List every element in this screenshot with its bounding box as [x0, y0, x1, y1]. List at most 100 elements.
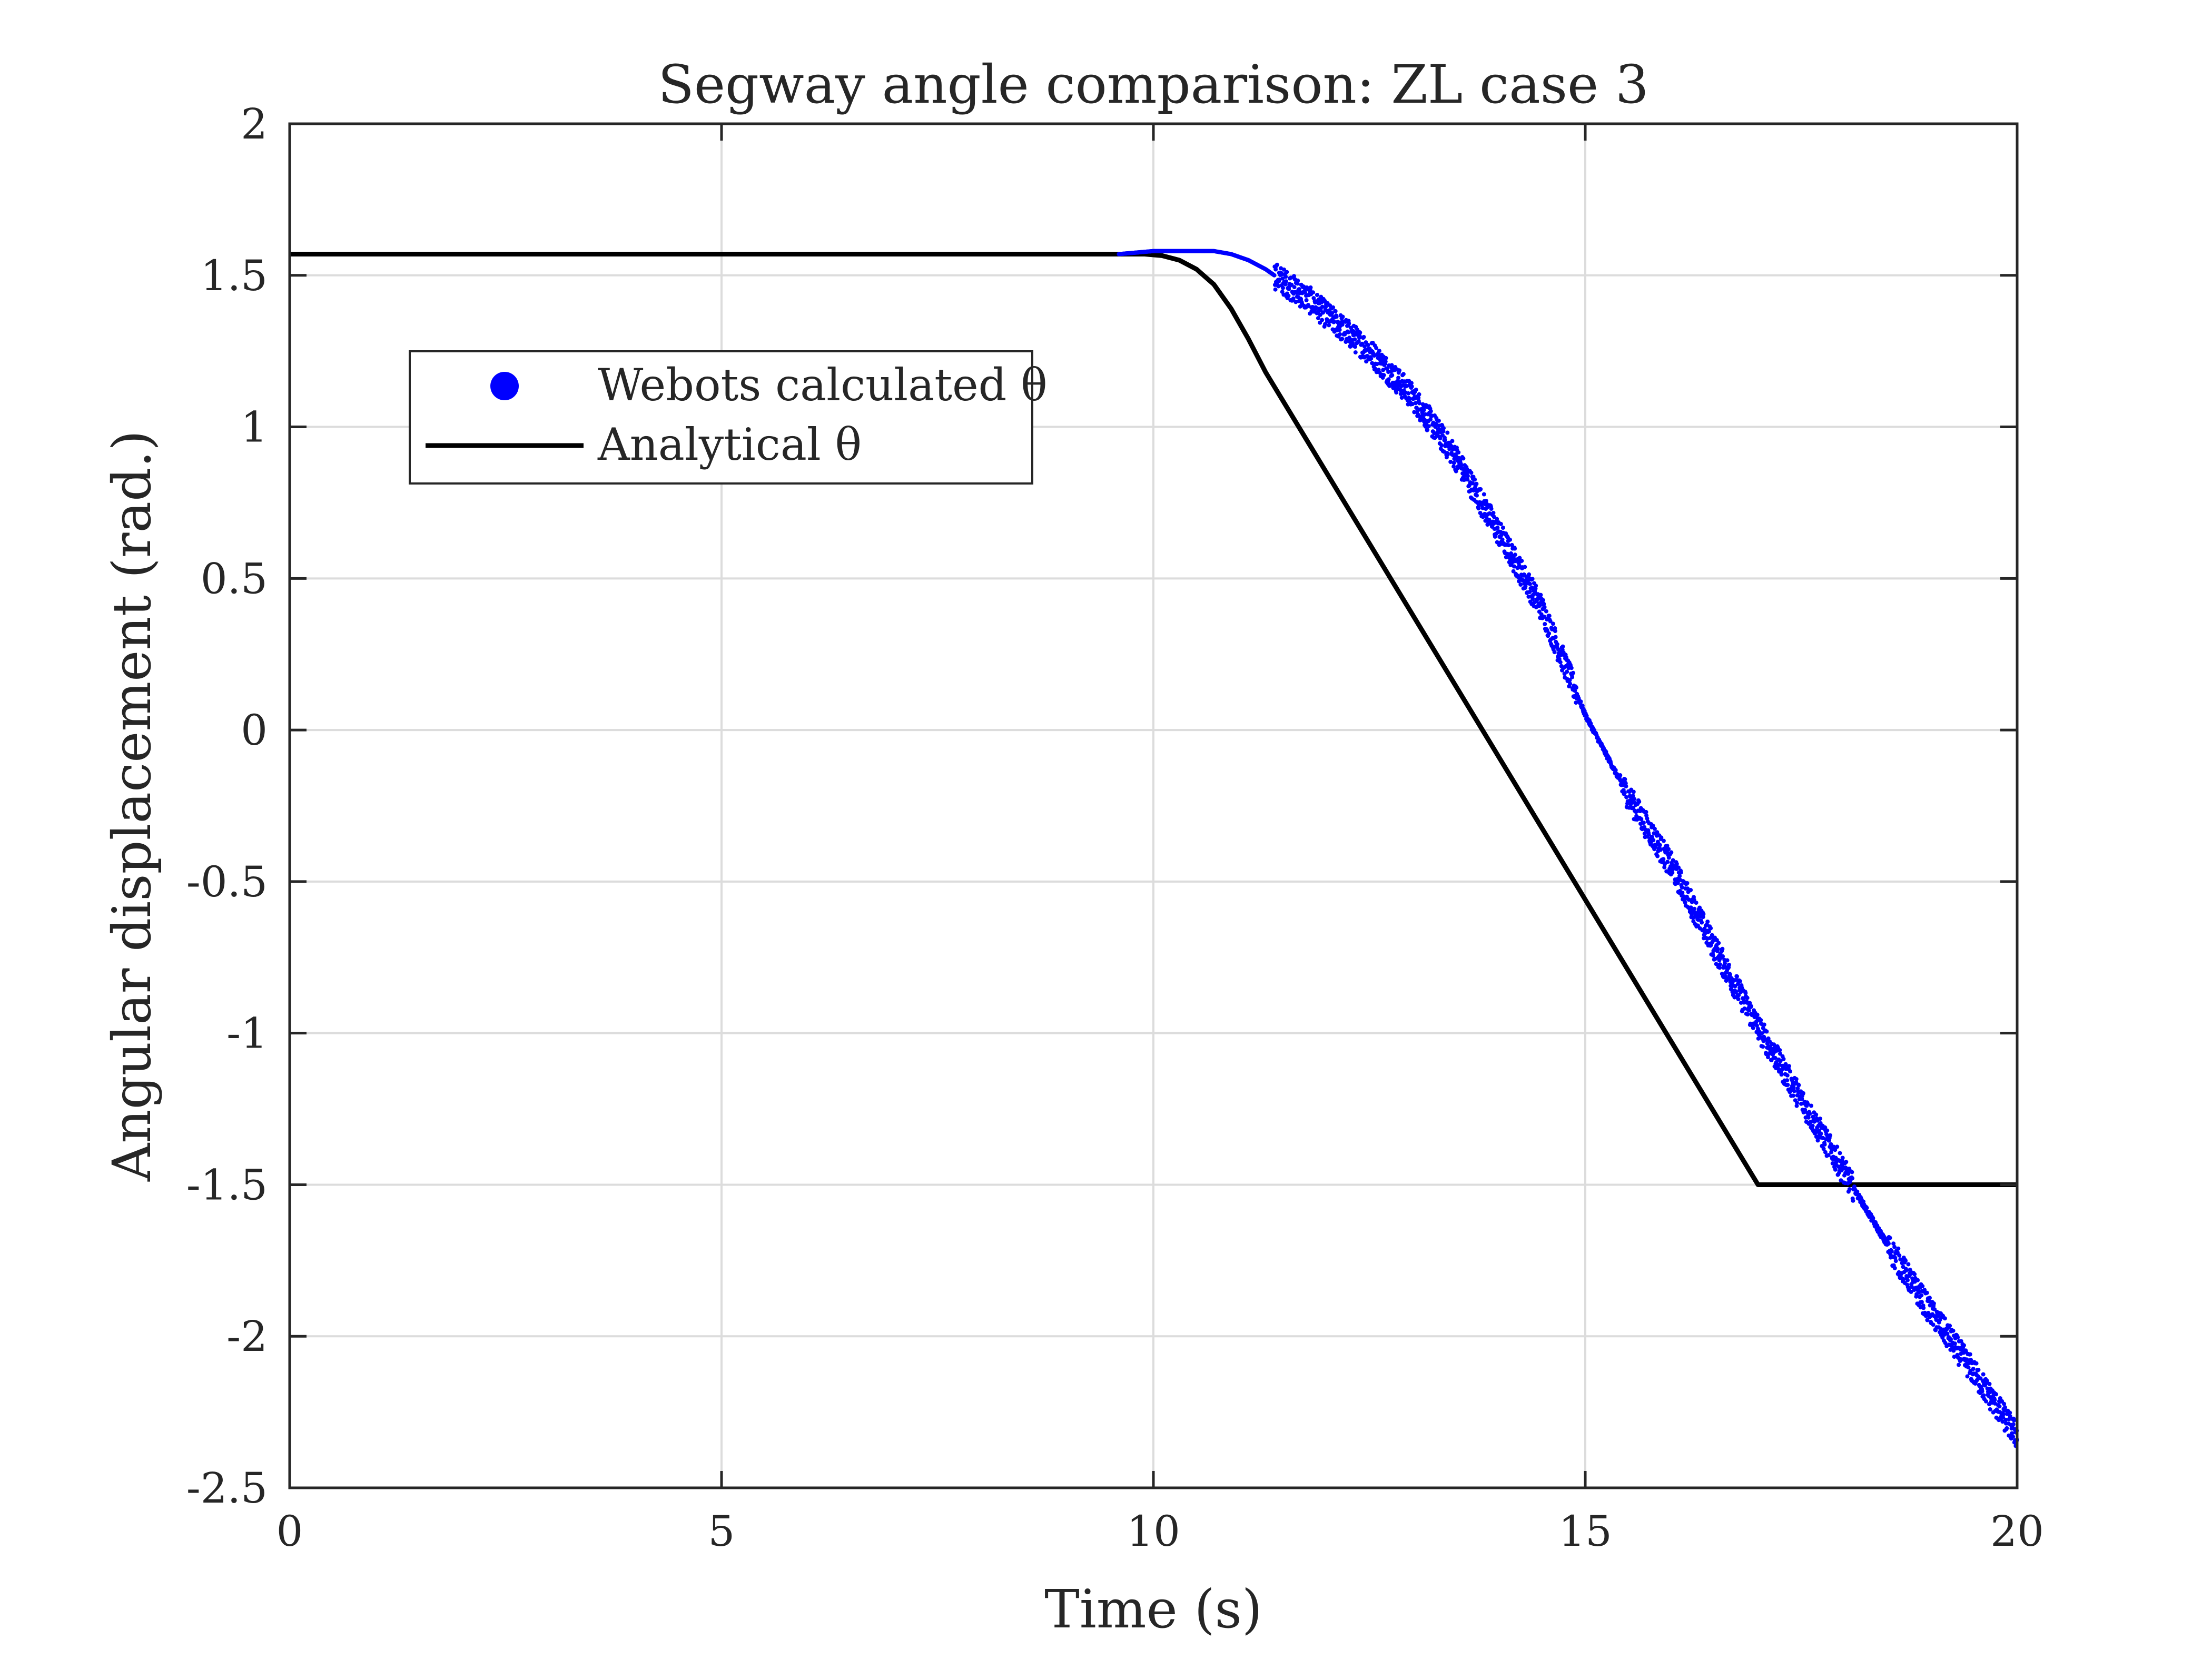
- webots-point: [1275, 262, 1279, 267]
- webots-point: [1450, 439, 1455, 443]
- webots-point: [1725, 958, 1730, 963]
- x-tick-label: 0: [276, 1507, 303, 1556]
- webots-point: [1330, 311, 1335, 315]
- webots-point: [1778, 1059, 1783, 1063]
- webots-point: [1561, 644, 1565, 649]
- webots-point: [1818, 1117, 1823, 1121]
- webots-point: [1971, 1367, 1976, 1371]
- webots-point: [1558, 653, 1563, 657]
- y-tick-label: -1: [226, 1009, 268, 1058]
- webots-point: [1495, 517, 1499, 521]
- webots-point: [1291, 296, 1296, 301]
- webots-point: [1530, 577, 1535, 581]
- webots-point: [1555, 642, 1559, 647]
- webots-point: [2011, 1422, 2016, 1427]
- webots-point: [1632, 797, 1637, 802]
- webots-point: [1723, 961, 1727, 966]
- webots-point: [1416, 396, 1421, 400]
- webots-point: [1416, 412, 1420, 417]
- webots-point: [1423, 418, 1427, 422]
- webots-point: [1631, 794, 1635, 798]
- webots-point: [1766, 1055, 1770, 1060]
- webots-point: [1677, 874, 1682, 878]
- webots-point: [1530, 597, 1535, 601]
- webots-point: [1292, 285, 1297, 290]
- webots-point: [1459, 463, 1464, 468]
- webots-point: [1315, 293, 1319, 297]
- webots-point: [1829, 1142, 1833, 1147]
- webots-point: [1688, 888, 1693, 892]
- webots-point: [1889, 1249, 1894, 1253]
- webots-point: [1737, 979, 1742, 984]
- webots-point: [1716, 941, 1721, 945]
- chart-title: Segway angle comparison: ZL case 3: [658, 54, 1648, 115]
- webots-point: [1904, 1268, 1909, 1273]
- webots-point: [1641, 821, 1646, 825]
- webots-point: [1445, 430, 1450, 435]
- webots-point: [1541, 598, 1545, 603]
- webots-point: [1381, 368, 1386, 372]
- webots-point: [1624, 795, 1629, 799]
- webots-point: [1434, 421, 1438, 426]
- webots-point: [1296, 278, 1300, 283]
- webots-point: [1680, 891, 1685, 895]
- webots-point: [1320, 318, 1325, 322]
- webots-point: [1482, 492, 1486, 497]
- webots-point: [1956, 1335, 1960, 1340]
- webots-point: [1652, 826, 1657, 831]
- webots-point: [1651, 823, 1655, 828]
- webots-point: [1543, 622, 1547, 626]
- webots-point: [1888, 1236, 1892, 1240]
- webots-point: [1567, 678, 1572, 683]
- webots-point: [1962, 1343, 1966, 1348]
- webots-point: [1570, 675, 1575, 679]
- webots-point: [2001, 1412, 2006, 1417]
- webots-point: [1701, 912, 1706, 916]
- webots-point: [1569, 666, 1574, 670]
- webots-point: [1794, 1077, 1799, 1081]
- webots-point: [1796, 1083, 1801, 1088]
- legend-label-analytical: Analytical θ: [597, 419, 862, 470]
- webots-point: [2001, 1415, 2006, 1420]
- webots-point: [1547, 614, 1552, 618]
- webots-point: [1662, 865, 1667, 870]
- webots-point: [1273, 287, 1278, 292]
- webots-point: [1513, 552, 1517, 557]
- webots-point: [1390, 373, 1395, 378]
- webots-point: [1512, 564, 1516, 569]
- webots-point: [1665, 844, 1670, 848]
- webots-point: [1726, 962, 1731, 967]
- webots-point: [1751, 1025, 1755, 1030]
- webots-point: [1997, 1404, 2002, 1409]
- webots-point: [1538, 592, 1543, 597]
- webots-point: [1969, 1358, 1973, 1362]
- webots-point: [1426, 424, 1431, 429]
- webots-point: [1978, 1376, 1983, 1381]
- webots-point: [1754, 1019, 1759, 1024]
- webots-point: [1506, 543, 1511, 548]
- webots-point: [1823, 1150, 1828, 1154]
- webots-point: [1976, 1368, 1981, 1372]
- webots-point: [1745, 995, 1750, 1000]
- webots-point: [1436, 418, 1441, 423]
- webots-point: [1286, 293, 1291, 298]
- webots-point: [1683, 900, 1687, 905]
- webots-point: [1823, 1125, 1828, 1130]
- webots-point: [1892, 1266, 1897, 1270]
- y-tick-label: 2: [241, 100, 268, 149]
- webots-point: [1473, 477, 1477, 482]
- webots-point: [1280, 276, 1285, 281]
- webots-point: [2008, 1414, 2012, 1419]
- webots-point: [1781, 1056, 1786, 1061]
- webots-point: [1931, 1301, 1936, 1306]
- webots-point: [2000, 1419, 2005, 1424]
- webots-point: [1352, 337, 1357, 342]
- webots-point: [1828, 1133, 1833, 1138]
- webots-point: [1413, 401, 1418, 406]
- webots-point: [1835, 1144, 1840, 1149]
- webots-point: [1795, 1101, 1800, 1105]
- webots-point: [1542, 605, 1547, 609]
- webots-point: [1425, 428, 1430, 432]
- legend: Webots calculated θ Analytical θ: [409, 350, 1048, 485]
- webots-point: [1556, 647, 1561, 652]
